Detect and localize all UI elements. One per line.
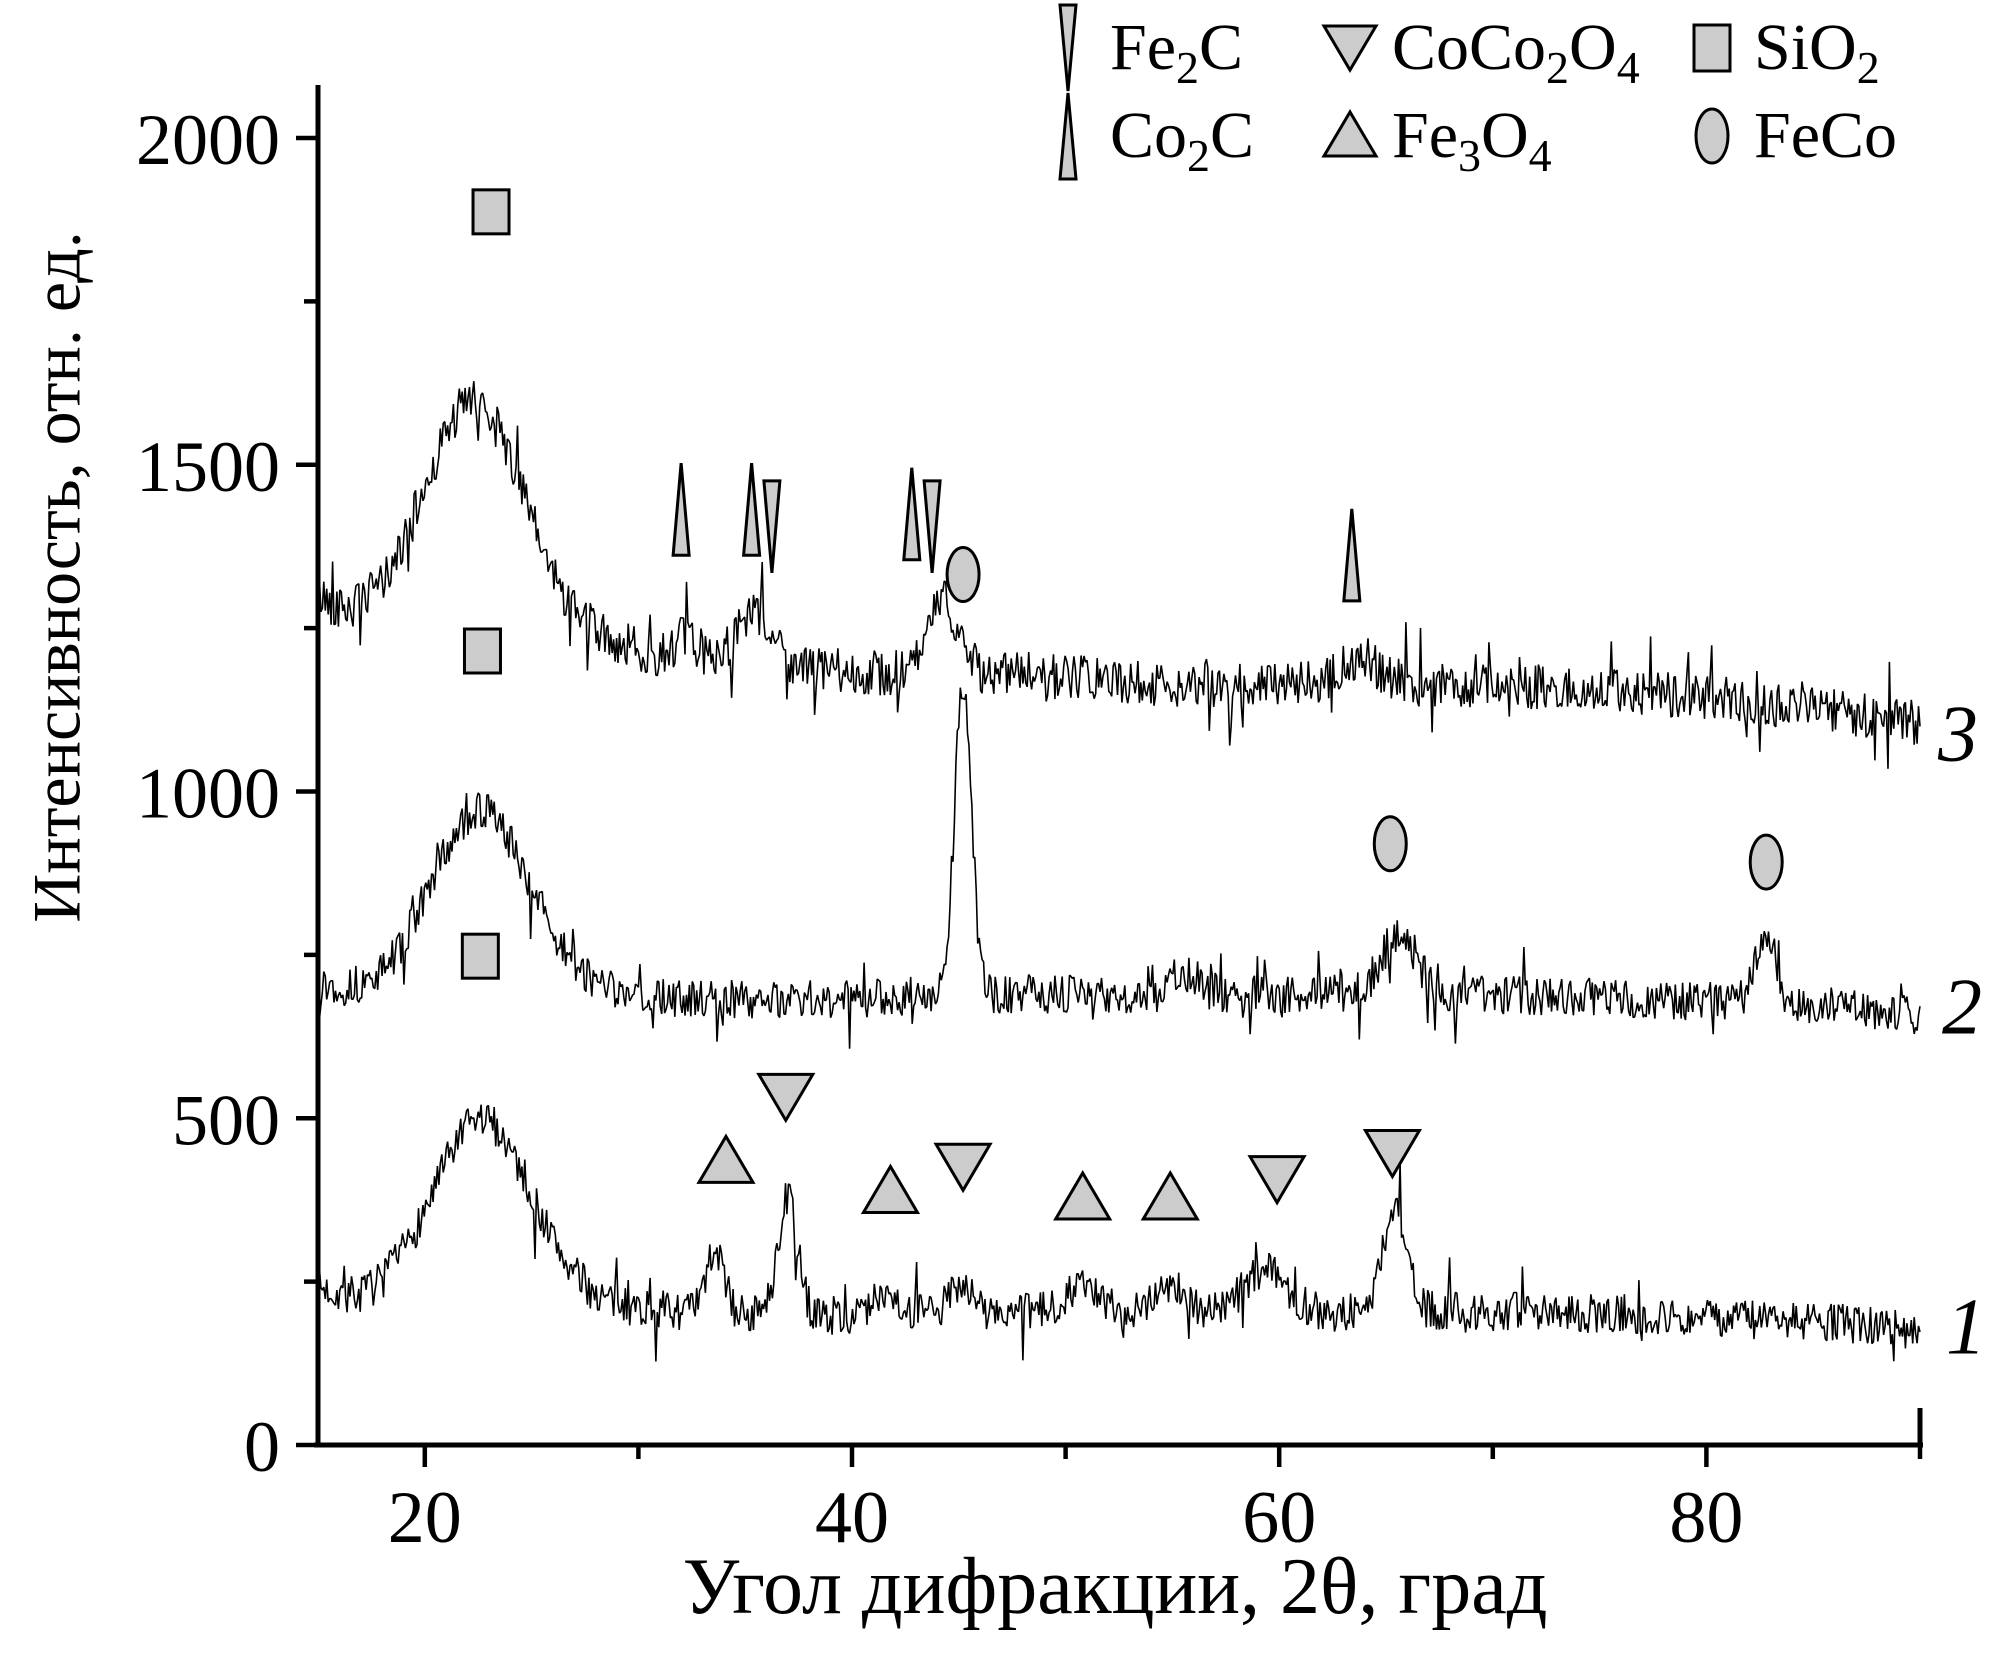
ellipse-icon	[1686, 92, 1738, 180]
legend-item-Co2C: Co2C	[1042, 92, 1314, 182]
y-tick-label: 0	[244, 1407, 280, 1487]
x-tick-label: 20	[388, 1477, 462, 1559]
x-axis-title: Угол дифракции, 2θ, град	[682, 1543, 1548, 1631]
x-tick-labels: 20 40 60 80	[388, 1477, 1744, 1559]
marker-tri-down-CoCo2O4	[1247, 1155, 1307, 1206]
marker-square-SiO2	[462, 627, 502, 675]
curve-label-1: 1	[1946, 1283, 1986, 1372]
marker-ellipse-FeCo	[1748, 833, 1784, 891]
marker-tri-down-CoCo2O4	[756, 1072, 816, 1124]
xrd-curve-1	[317, 1104, 1921, 1362]
legend-label-CoCo2O4: CoCo2O4	[1392, 11, 1640, 94]
marker-tri-down-CoCo2O4	[933, 1142, 993, 1194]
marker-spike-up-Co2C	[671, 463, 691, 557]
marker-tri-down-CoCo2O4	[1362, 1129, 1423, 1180]
y-axis-title: Интенсивность, отн. ед.	[18, 231, 95, 923]
marker-spike-up-Co2C	[741, 463, 762, 557]
tri-down-icon	[1321, 4, 1379, 92]
axes	[296, 85, 1923, 1467]
x-tick-label: 40	[815, 1477, 889, 1559]
marker-tri-up-Fe3O4	[1053, 1170, 1113, 1221]
y-tick-label: 1500	[136, 427, 280, 507]
marker-tri-up-Fe3O4	[1140, 1170, 1200, 1221]
x-tick-label: 80	[1669, 1477, 1743, 1559]
xrd-curve-2	[317, 687, 1921, 1049]
legend-label-SiO2: SiO2	[1754, 11, 1880, 94]
legend-label-Co2C: Co2C	[1110, 99, 1255, 182]
y-tick-label: 1000	[136, 754, 280, 834]
curve-label-2: 2	[1942, 963, 1982, 1052]
legend-label-FeCo: FeCo	[1754, 99, 1898, 172]
marker-spike-up-Co2C	[902, 467, 922, 562]
legend-item-CoCo2O4: CoCo2O4	[1321, 4, 1676, 94]
y-tick-label: 2000	[136, 100, 280, 180]
legend: Fe2C CoCo2O4 SiO2 Co2C Fe3O4 FeCo	[1042, 3, 1936, 182]
marker-square-SiO2	[460, 932, 500, 980]
marker-spike-down-Fe2C	[762, 479, 782, 573]
tri-up-icon	[1321, 92, 1379, 180]
xrd-curve-3	[317, 381, 1921, 769]
marker-tri-up-Fe3O4	[860, 1163, 921, 1214]
marker-ellipse-FeCo	[1372, 815, 1408, 873]
spike-down-icon	[1042, 3, 1094, 92]
curve-label-3: 3	[1938, 690, 1978, 779]
y-tick-labels: 0 500 1000 1500 2000	[136, 100, 280, 1487]
legend-label-Fe3O4: Fe3O4	[1392, 99, 1552, 182]
series-lines	[317, 381, 1921, 1362]
square-icon	[1686, 4, 1738, 92]
spike-up-icon	[1042, 92, 1094, 181]
legend-item-FeCo: FeCo	[1686, 92, 1936, 180]
legend-label-Fe2C: Fe2C	[1110, 11, 1244, 94]
phase-markers	[460, 188, 1784, 1221]
legend-item-Fe3O4: Fe3O4	[1321, 92, 1676, 182]
marker-tri-up-Fe3O4	[696, 1133, 756, 1184]
x-tick-label: 60	[1242, 1477, 1316, 1559]
marker-square-SiO2	[471, 188, 511, 236]
marker-spike-up-Co2C	[1342, 508, 1362, 603]
y-tick-label: 500	[172, 1080, 280, 1160]
marker-spike-down-Fe2C	[922, 479, 942, 573]
marker-ellipse-FeCo	[945, 546, 981, 604]
legend-item-Fe2C: Fe2C	[1042, 3, 1314, 94]
legend-item-SiO2: SiO2	[1686, 4, 1936, 92]
